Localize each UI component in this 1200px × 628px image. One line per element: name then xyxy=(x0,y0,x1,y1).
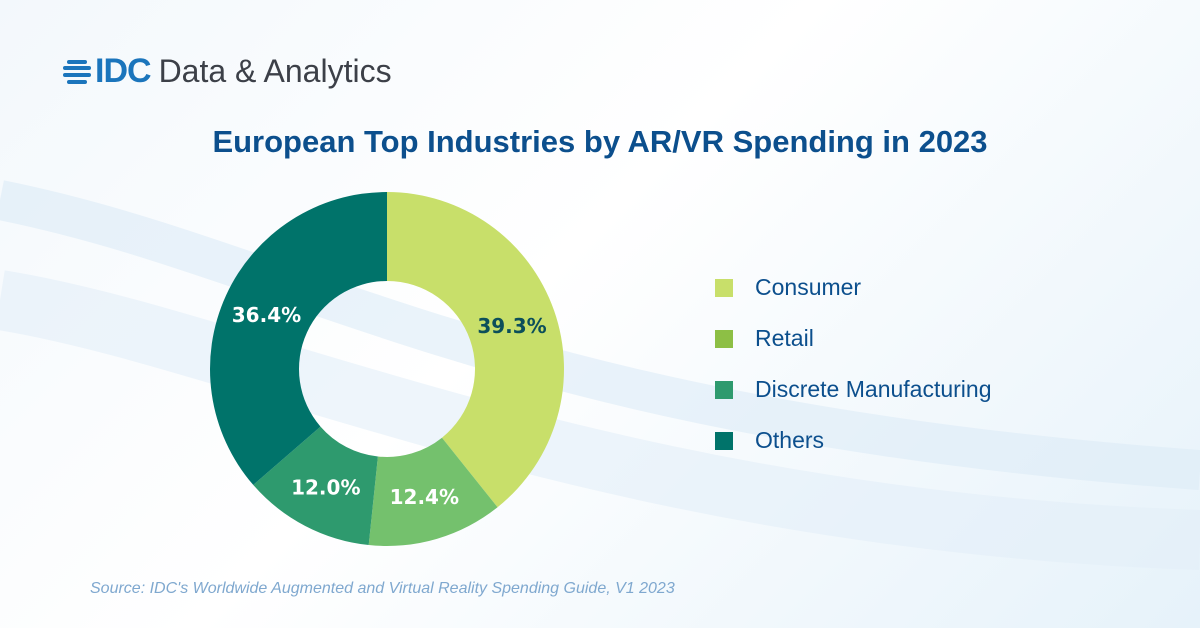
legend-item: Retail xyxy=(715,313,992,364)
idc-logo-mark: IDC xyxy=(63,52,152,91)
legend-label: Retail xyxy=(755,325,814,351)
donut-chart: 39.3% 12.4% 12.0% 36.4% xyxy=(210,192,564,546)
idc-logo: IDC Data & Analytics xyxy=(63,52,392,91)
chart-title: European Top Industries by AR/VR Spendin… xyxy=(212,124,988,159)
legend-label: Discrete Manufacturing xyxy=(755,376,992,402)
slice-others xyxy=(210,192,387,485)
legend-item: Consumer xyxy=(715,262,992,313)
slice-consumer xyxy=(387,192,564,508)
legend: Consumer Retail Discrete Manufacturing Othe… xyxy=(715,262,992,466)
slice-retail xyxy=(368,437,498,546)
slice-discrete-manufacturing xyxy=(253,426,378,546)
globe-icon xyxy=(63,59,91,84)
data-label: 36.4% xyxy=(232,303,301,327)
logo-subtitle: Data & Analytics xyxy=(158,53,392,89)
data-label: 12.0% xyxy=(291,476,360,500)
data-label: 39.3% xyxy=(477,314,546,338)
legend-item: Others xyxy=(715,415,992,466)
legend-item: Discrete Manufacturing xyxy=(715,364,992,415)
legend-swatch xyxy=(715,278,733,297)
source-note: Source: IDC's Worldwide Augmented and Vi… xyxy=(90,580,675,597)
legend-swatch xyxy=(715,431,733,450)
brand-name: IDC xyxy=(95,52,152,90)
legend-label: Consumer xyxy=(755,274,862,300)
legend-swatch xyxy=(715,329,733,348)
legend-swatch xyxy=(715,380,733,399)
legend-label: Others xyxy=(755,427,825,453)
data-label: 12.4% xyxy=(390,485,459,509)
